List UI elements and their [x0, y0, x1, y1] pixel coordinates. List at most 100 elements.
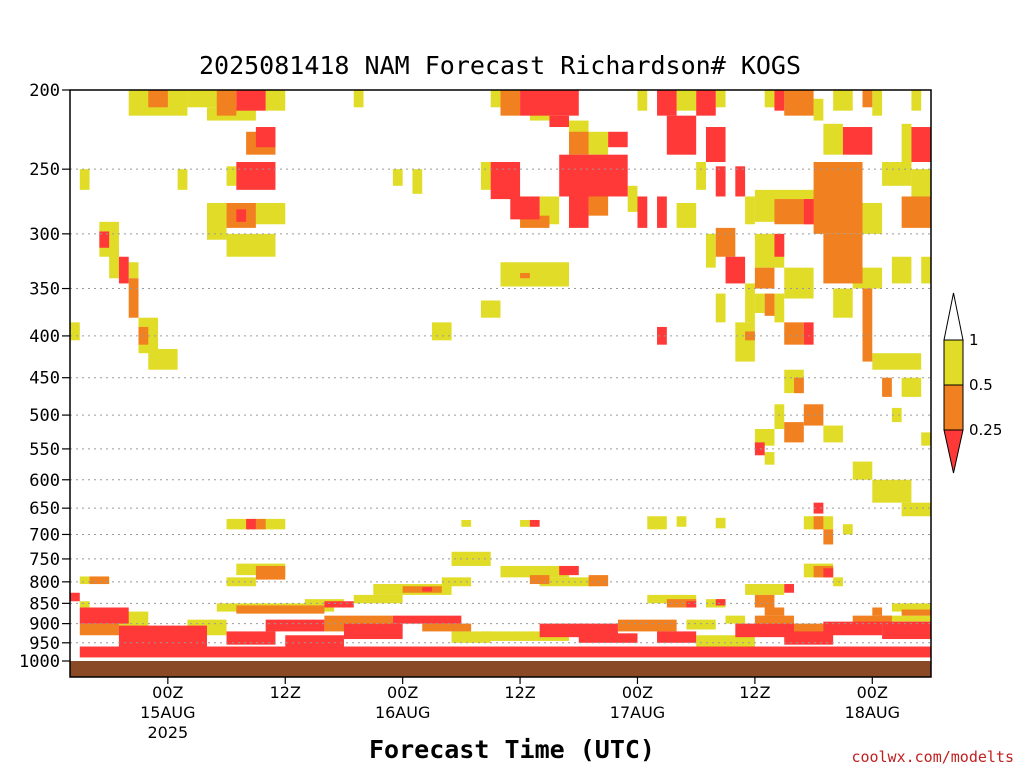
heatmap-cell — [226, 577, 256, 587]
heatmap-cell — [754, 428, 775, 446]
heatmap-cell — [784, 90, 814, 116]
y-tick-label: 250 — [29, 160, 60, 180]
heatmap-cell — [353, 90, 364, 108]
legend-arrow-bottom — [943, 429, 964, 474]
heatmap-cell — [451, 631, 491, 643]
y-tick-label: 700 — [29, 525, 60, 545]
x-tick-label: 00Z — [857, 683, 888, 702]
heatmap-cell — [255, 518, 266, 530]
heatmap-cell — [872, 353, 922, 370]
heatmap-cell — [862, 202, 883, 234]
heatmap-cell — [745, 283, 755, 323]
heatmap-cell — [647, 516, 667, 530]
heatmap-cell — [774, 233, 785, 257]
heatmap-cell — [255, 127, 276, 148]
heatmap-cell — [520, 273, 530, 279]
heatmap-cell — [422, 587, 433, 592]
heatmap-cell — [79, 623, 119, 636]
heatmap-cell — [657, 196, 667, 228]
heatmap-cell — [842, 524, 853, 535]
heatmap-cell — [754, 293, 765, 314]
heatmap-cell — [882, 377, 892, 397]
heatmap-cell — [774, 90, 785, 111]
heatmap-cell — [725, 256, 746, 284]
heatmap-cell — [803, 404, 824, 426]
heatmap-cell — [882, 615, 931, 622]
heatmap-cell — [490, 161, 521, 200]
ground-band — [70, 661, 931, 677]
heatmap-cell — [236, 90, 266, 111]
heatmap-cell — [216, 90, 237, 116]
heatmap-cell — [696, 635, 755, 647]
heatmap-cell — [764, 293, 775, 316]
heatmap-cell — [549, 115, 569, 128]
heatmap-cell — [784, 422, 804, 443]
heatmap-cell — [70, 322, 80, 341]
heatmap-cell — [803, 199, 814, 225]
heatmap-cell — [578, 633, 638, 643]
x-tick-label: 12Z — [270, 683, 301, 702]
x-tick-label: 12Z — [739, 683, 770, 702]
heatmap-cell — [255, 202, 286, 225]
heatmap-cell — [236, 209, 247, 222]
heatmap-cell — [823, 621, 883, 636]
heatmap-cell — [568, 189, 589, 228]
heatmap-cell — [79, 601, 90, 608]
heatmap-cell — [637, 90, 648, 111]
legend-label: 1 — [969, 331, 979, 349]
heatmap-cell — [891, 603, 931, 612]
x-tick-label: 15AUG — [140, 703, 195, 722]
heatmap-cell — [696, 161, 706, 190]
heatmap-cell — [676, 202, 697, 228]
heatmap-cell — [657, 631, 697, 643]
heatmap-cell — [79, 607, 129, 624]
heatmap-cell — [715, 227, 736, 257]
heatmap-cell — [441, 577, 472, 587]
heatmap-cell — [754, 267, 775, 289]
y-tick-label: 650 — [29, 499, 60, 519]
heatmap-cell — [764, 607, 785, 616]
heatmap-cell — [676, 90, 697, 111]
x-axis-title: Forecast Time (UTC) — [369, 735, 655, 764]
heatmap-cell — [392, 615, 462, 624]
heatmap-cell — [657, 326, 667, 345]
heatmap-cell — [764, 452, 775, 465]
x-tick-label: 17AUG — [610, 703, 665, 722]
legend-arrow-top — [943, 292, 964, 341]
heatmap-cell — [842, 127, 873, 155]
heatmap-cell — [862, 90, 873, 108]
heatmap-cell — [705, 127, 726, 162]
heatmap-cell — [118, 625, 207, 647]
y-axis: 200 250 300 350 400 450 500 550 600 650 700 750 8008… — [19, 81, 70, 672]
heatmap-cell — [236, 605, 325, 614]
heatmap-cell — [901, 502, 931, 517]
heatmap-cell — [872, 479, 912, 503]
y-tick-label: 850 — [29, 594, 60, 614]
heatmap-cell — [461, 519, 472, 527]
heatmap-cell — [754, 615, 795, 626]
heatmap-cell — [813, 502, 824, 514]
heatmap-cell — [99, 231, 110, 248]
heatmap-cell — [647, 594, 697, 604]
heatmap-cell — [617, 619, 677, 632]
heatmap-cell — [686, 601, 697, 608]
heatmap-cell — [774, 404, 785, 429]
heatmap-cell — [715, 599, 726, 606]
y-tick-label: 750 — [29, 550, 60, 570]
heatmap-cell — [705, 233, 716, 268]
heatmap-cell — [833, 288, 853, 318]
y-tick-label: 200 — [29, 81, 60, 101]
heatmap-cell — [911, 169, 931, 197]
heatmap-cell — [813, 161, 863, 234]
heatmap-cell — [803, 322, 814, 345]
legend-swatch-yellow — [943, 339, 964, 386]
heatmap-cell — [813, 516, 824, 530]
heatmap-cell — [432, 322, 452, 341]
heatmap-cell — [226, 233, 276, 257]
heatmap-cell — [265, 90, 286, 111]
y-tick-label: 350 — [29, 280, 60, 300]
heatmap-cell — [559, 154, 628, 197]
heatmap-cell — [529, 519, 540, 527]
heatmap-cell — [324, 601, 354, 608]
